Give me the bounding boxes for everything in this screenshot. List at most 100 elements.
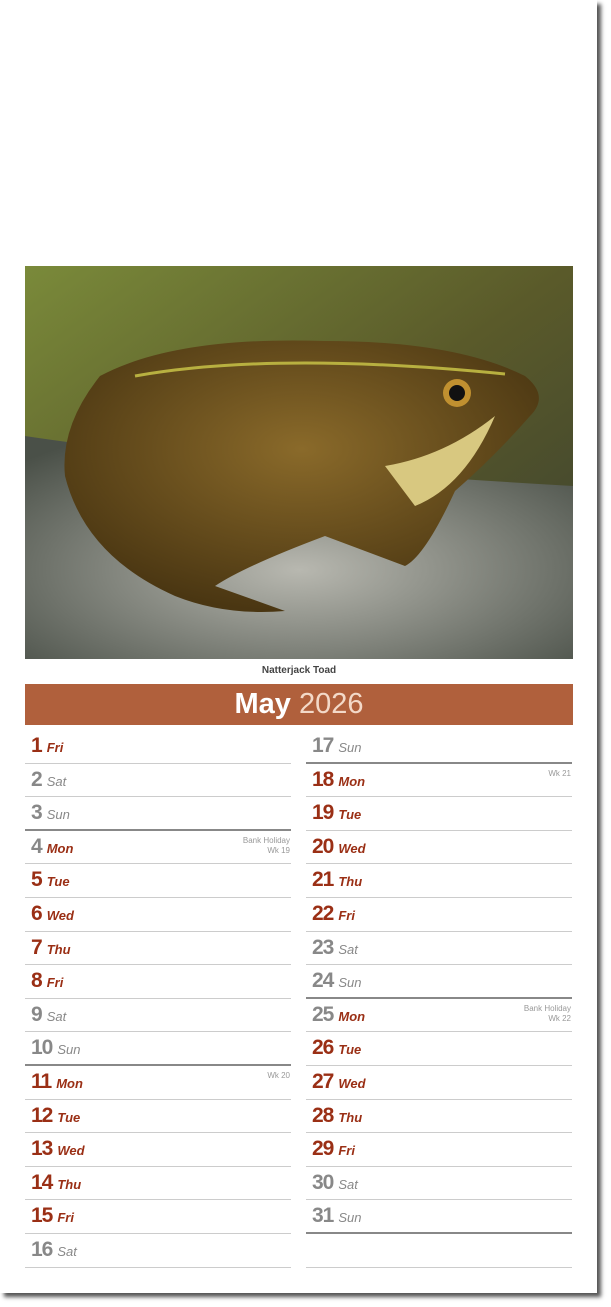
day-row[interactable]: 29 Fri xyxy=(306,1133,572,1167)
week-number: Wk 19 xyxy=(267,845,290,855)
day-name: Fri xyxy=(338,907,355,923)
day-name: Wed xyxy=(338,1075,366,1091)
day-name: Sat xyxy=(46,773,67,789)
day-row[interactable]: 7 Thu xyxy=(25,932,291,966)
day-row[interactable]: 17 Sun xyxy=(306,730,572,764)
day-name: Sat xyxy=(46,1008,67,1024)
day-row[interactable]: 1 Fri xyxy=(25,730,291,764)
day-number: 23 Sat xyxy=(312,935,358,959)
day-row[interactable]: 2 Sat xyxy=(25,764,291,798)
day-row[interactable]: 22 Fri xyxy=(306,898,572,932)
day-number: 15 Fri xyxy=(31,1204,74,1228)
day-name: Fri xyxy=(46,975,64,991)
day-note: Bank Holiday Wk 22 xyxy=(524,1004,571,1024)
day-name: Thu xyxy=(46,941,71,957)
days-column-left: 1 Fri 2 Sat 3 Sun 4 Mon Bank Holiday Wk 19 5 Tue 6 We… xyxy=(25,730,291,1268)
day-name: Tue xyxy=(338,1042,362,1058)
day-note: Wk 20 xyxy=(267,1071,290,1081)
day-name: Mon xyxy=(46,840,74,856)
day-name: Sat xyxy=(338,941,358,957)
day-row[interactable]: 19 Tue xyxy=(306,797,572,831)
day-row[interactable]: 31 Sun xyxy=(306,1200,572,1234)
day-row[interactable]: 30 Sat xyxy=(306,1167,572,1201)
day-number: 22 Fri xyxy=(312,901,355,925)
day-number: 14 Thu xyxy=(31,1170,82,1194)
day-number: 6 Wed xyxy=(31,901,74,925)
holiday-label: Bank Holiday xyxy=(242,835,290,845)
day-name: Thu xyxy=(338,874,363,890)
day-name: Sun xyxy=(46,807,70,823)
day-row[interactable]: 11 Mon Wk 20 xyxy=(25,1066,291,1100)
day-number: 20 Wed xyxy=(312,834,366,858)
day-name: Mon xyxy=(338,1008,366,1024)
day-row[interactable]: 26 Tue xyxy=(306,1032,572,1066)
day-name: Fri xyxy=(338,1143,355,1159)
day-row[interactable]: 18 Mon Wk 21 xyxy=(306,764,572,798)
day-row[interactable]: 12 Tue xyxy=(25,1100,291,1134)
day-row[interactable]: 25 Mon Bank Holiday Wk 22 xyxy=(306,999,572,1033)
day-number: 27 Wed xyxy=(312,1069,366,1093)
day-number: 5 Tue xyxy=(31,868,70,892)
day-number: 9 Sat xyxy=(31,1002,67,1026)
day-row[interactable]: 10 Sun xyxy=(25,1032,291,1066)
day-name: Wed xyxy=(338,840,366,856)
day-row[interactable]: 20 Wed xyxy=(306,831,572,865)
photo-caption: Natterjack Toad xyxy=(261,665,337,676)
day-name: Fri xyxy=(46,740,64,755)
day-row[interactable]: 16 Sat xyxy=(25,1234,291,1268)
day-row[interactable]: 8 Fri xyxy=(25,965,291,999)
day-name: Tue xyxy=(46,874,70,890)
day-number: 2 Sat xyxy=(31,767,67,791)
day-row[interactable]: 5 Tue xyxy=(25,864,291,898)
day-name: Fri xyxy=(57,1210,74,1226)
day-row[interactable]: 24 Sun xyxy=(306,965,572,999)
day-number: 13 Wed xyxy=(31,1137,85,1161)
day-number: 10 Sun xyxy=(31,1036,81,1060)
day-row[interactable]: 23 Sat xyxy=(306,932,572,966)
day-row[interactable]: 14 Thu xyxy=(25,1167,291,1201)
day-name: Wed xyxy=(46,907,74,923)
day-number: 7 Thu xyxy=(31,935,71,959)
day-name: Tue xyxy=(57,1109,81,1125)
day-name: Sun xyxy=(338,975,362,991)
days-column-right: 17 Sun 18 Mon Wk 21 19 Tue 20 Wed 21 Thu 22 Fri 23 Sat… xyxy=(306,730,572,1268)
month-banner: May 2026 xyxy=(25,684,573,725)
day-row[interactable]: 6 Wed xyxy=(25,898,291,932)
day-number: 3 Sun xyxy=(31,801,70,825)
day-number: 29 Fri xyxy=(312,1137,355,1161)
day-name: Sun xyxy=(338,1210,362,1226)
day-number: 12 Tue xyxy=(31,1103,81,1127)
day-name: Sun xyxy=(57,1042,81,1058)
day-number: 18 Mon xyxy=(312,767,366,791)
day-note: Wk 21 xyxy=(548,769,571,779)
day-number: 17 Sun xyxy=(312,734,362,757)
day-row[interactable]: 28 Thu xyxy=(306,1100,572,1134)
month-label: May xyxy=(234,688,291,720)
day-row[interactable]: 9 Sat xyxy=(25,999,291,1033)
day-row[interactable]: 27 Wed xyxy=(306,1066,572,1100)
holiday-label: Bank Holiday xyxy=(523,1003,571,1013)
day-name: Mon xyxy=(56,1075,83,1091)
day-note: Bank Holiday Wk 19 xyxy=(243,836,290,856)
day-row[interactable]: 3 Sun xyxy=(25,797,291,831)
day-name: Thu xyxy=(57,1176,82,1192)
day-name: Thu xyxy=(338,1109,363,1125)
day-number: 31 Sun xyxy=(312,1204,362,1228)
week-number: Wk 20 xyxy=(267,1070,290,1080)
day-number: 30 Sat xyxy=(312,1170,358,1194)
day-name: Sat xyxy=(338,1176,358,1192)
day-number: 11 Mon xyxy=(31,1069,83,1093)
calendar-page: Natterjack Toad May 2026 1 Fri 2 Sat 3 Sun 4 Mo… xyxy=(25,266,573,1268)
week-number: Wk 22 xyxy=(548,1013,571,1023)
day-name: Sat xyxy=(57,1243,77,1259)
day-row[interactable]: 21 Thu xyxy=(306,864,572,898)
day-number: 19 Tue xyxy=(312,801,362,825)
day-name: Wed xyxy=(57,1143,85,1159)
day-row[interactable]: 13 Wed xyxy=(25,1133,291,1167)
day-number: 16 Sat xyxy=(31,1237,77,1261)
day-row[interactable]: 15 Fri xyxy=(25,1200,291,1234)
day-row[interactable]: 4 Mon Bank Holiday Wk 19 xyxy=(25,831,291,865)
day-number: 21 Thu xyxy=(312,868,363,892)
week-number: Wk 21 xyxy=(548,768,571,778)
day-name: Tue xyxy=(338,807,362,823)
